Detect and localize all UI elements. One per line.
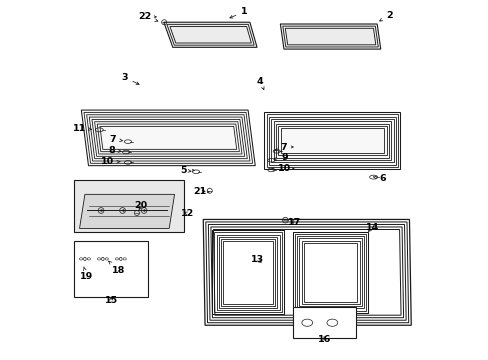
Text: 4: 4 — [256, 77, 264, 90]
Text: 20: 20 — [134, 201, 147, 210]
Text: 8: 8 — [108, 146, 121, 155]
Text: 10: 10 — [271, 164, 291, 173]
Text: 6: 6 — [372, 175, 385, 184]
Text: 9: 9 — [273, 153, 287, 162]
Text: 14: 14 — [366, 223, 379, 232]
Text: 2: 2 — [379, 10, 392, 21]
Text: 15: 15 — [104, 296, 118, 305]
Text: 7: 7 — [274, 143, 286, 152]
Text: 10: 10 — [101, 157, 120, 166]
Text: 11: 11 — [73, 124, 92, 133]
Text: 5: 5 — [180, 166, 190, 175]
Text: 7: 7 — [109, 135, 122, 144]
FancyBboxPatch shape — [74, 241, 147, 297]
Polygon shape — [80, 194, 174, 228]
Polygon shape — [81, 110, 255, 166]
Polygon shape — [163, 22, 257, 47]
Text: 22: 22 — [138, 12, 158, 22]
Text: 17: 17 — [287, 218, 301, 227]
Polygon shape — [264, 112, 400, 169]
Text: 12: 12 — [180, 209, 193, 218]
Text: 13: 13 — [250, 255, 263, 264]
Text: 16: 16 — [317, 335, 330, 344]
Text: 18: 18 — [108, 261, 125, 275]
Text: 1: 1 — [229, 7, 247, 18]
Polygon shape — [280, 24, 380, 49]
FancyBboxPatch shape — [74, 180, 183, 232]
Text: 21: 21 — [193, 187, 206, 196]
FancyBboxPatch shape — [292, 307, 355, 338]
Text: 19: 19 — [80, 267, 93, 281]
Text: 3: 3 — [121, 73, 139, 84]
